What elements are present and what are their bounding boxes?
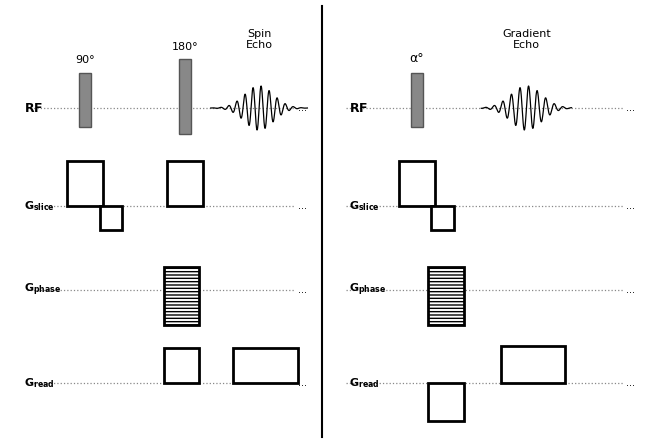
Text: Spin
Echo: Spin Echo: [246, 29, 272, 50]
Bar: [234, 348, 298, 384]
Bar: [164, 348, 199, 384]
Bar: [179, 59, 191, 135]
Text: ...: ...: [298, 201, 307, 211]
Bar: [67, 161, 103, 206]
Text: ...: ...: [626, 201, 635, 211]
Bar: [168, 161, 203, 206]
Text: $\bf{G}_{read}$: $\bf{G}_{read}$: [349, 376, 380, 390]
Bar: [80, 73, 91, 127]
Text: $\bf{RF}$: $\bf{RF}$: [349, 101, 368, 114]
Text: $\bf{G}_{phase}$: $\bf{G}_{phase}$: [24, 282, 61, 298]
Text: 90°: 90°: [75, 55, 95, 65]
Bar: [428, 384, 464, 421]
Text: $\bf{RF}$: $\bf{RF}$: [24, 101, 43, 114]
Bar: [411, 73, 422, 127]
Bar: [501, 346, 565, 384]
Text: ...: ...: [298, 103, 307, 113]
Text: ...: ...: [298, 379, 307, 388]
Bar: [164, 267, 199, 325]
Text: $\bf{G}_{phase}$: $\bf{G}_{phase}$: [349, 282, 386, 298]
Text: 180°: 180°: [171, 42, 198, 51]
Text: $\bf{G}_{slice}$: $\bf{G}_{slice}$: [24, 199, 55, 213]
Text: ...: ...: [626, 285, 635, 295]
Text: $\bf{G}_{read}$: $\bf{G}_{read}$: [24, 376, 54, 390]
Text: Gradient
Echo: Gradient Echo: [502, 29, 551, 50]
Bar: [432, 206, 454, 230]
Text: $\bf{G}_{slice}$: $\bf{G}_{slice}$: [349, 199, 380, 213]
Bar: [100, 206, 122, 230]
Text: α°: α°: [410, 52, 424, 65]
Bar: [399, 161, 435, 206]
Text: ...: ...: [298, 285, 307, 295]
Text: ...: ...: [626, 379, 635, 388]
Bar: [428, 267, 464, 325]
Text: ...: ...: [626, 103, 635, 113]
